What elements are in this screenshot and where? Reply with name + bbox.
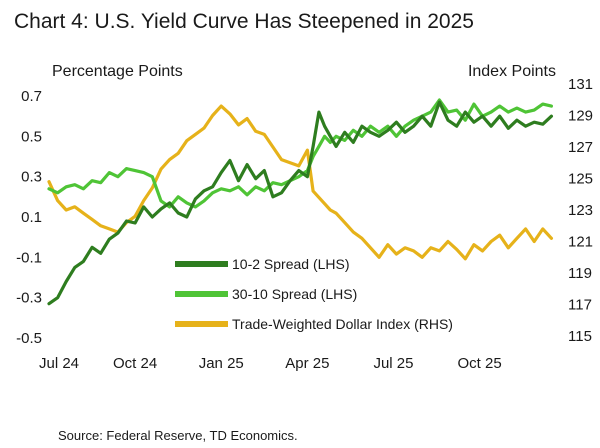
y-right-tick-label: 129 bbox=[568, 108, 593, 125]
y-left-tick-label: 0.5 bbox=[21, 128, 42, 145]
y-left-tick-label: 0.7 bbox=[21, 88, 42, 105]
x-tick-label: Apr 25 bbox=[285, 355, 329, 372]
legend: 10-2 Spread (LHS) 30-10 Spread (LHS) Tra… bbox=[175, 256, 453, 332]
y-right-tick-label: 123 bbox=[568, 202, 593, 219]
x-tick-label: Jul 24 bbox=[39, 355, 79, 372]
y-left-tick-label: 0.3 bbox=[21, 169, 42, 186]
y-axis-left: 0.7 0.5 0.3 0.1 -0.1 -0.3 -0.5 bbox=[16, 88, 42, 347]
x-tick-label: Jan 25 bbox=[199, 355, 244, 372]
series-line-10-2-spread-lhs bbox=[47, 100, 554, 306]
series-lines bbox=[47, 98, 554, 306]
y-axis-left-title: Percentage Points bbox=[52, 63, 183, 80]
series-line-30-10-spread-lhs bbox=[47, 98, 554, 209]
chart-title: Chart 4: U.S. Yield Curve Has Steepened … bbox=[14, 10, 474, 33]
y-axis-right-title: Index Points bbox=[468, 63, 556, 80]
y-right-tick-label: 117 bbox=[568, 297, 592, 314]
x-tick-label: Jul 25 bbox=[373, 355, 413, 372]
y-right-tick-label: 119 bbox=[568, 265, 592, 282]
y-right-tick-label: 127 bbox=[568, 139, 593, 156]
y-axis-right: 131 129 127 125 123 121 119 117 115 bbox=[568, 76, 593, 345]
legend-label-dollar-index: Trade-Weighted Dollar Index (RHS) bbox=[232, 316, 453, 332]
x-tick-label: Oct 24 bbox=[113, 355, 157, 372]
y-left-tick-label: -0.1 bbox=[16, 249, 42, 266]
y-left-tick-label: 0.1 bbox=[21, 209, 42, 226]
y-right-tick-label: 131 bbox=[568, 76, 593, 93]
y-right-tick-label: 121 bbox=[568, 234, 593, 251]
series-line-trade-weighted-dollar-index-rhs bbox=[47, 104, 554, 261]
x-axis: Jul 24 Oct 24 Jan 25 Apr 25 Jul 25 Oct 25 bbox=[39, 355, 502, 372]
y-right-tick-label: 115 bbox=[568, 328, 592, 345]
y-left-tick-label: -0.3 bbox=[16, 290, 42, 307]
y-left-tick-label: -0.5 bbox=[16, 330, 42, 347]
y-right-tick-label: 125 bbox=[568, 171, 593, 188]
legend-label-30-10-spread: 30-10 Spread (LHS) bbox=[232, 286, 357, 302]
legend-label-10-2-spread: 10-2 Spread (LHS) bbox=[232, 256, 350, 272]
source-note: Source: Federal Reserve, TD Economics. bbox=[58, 428, 298, 443]
x-tick-label: Oct 25 bbox=[458, 355, 502, 372]
